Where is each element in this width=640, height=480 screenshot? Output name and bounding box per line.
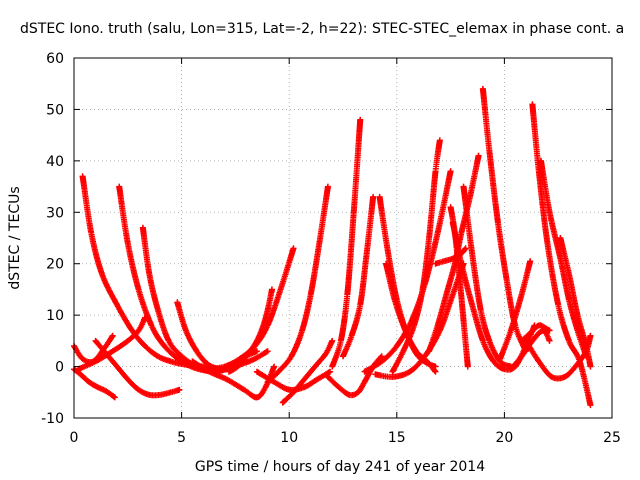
x-tick-label: 0	[70, 430, 79, 446]
data-point-marker	[109, 332, 116, 339]
series-arc-34	[557, 235, 594, 370]
data-point-marker	[253, 348, 260, 355]
data-point-marker	[370, 193, 377, 200]
data-markers	[71, 85, 594, 409]
data-point-marker	[290, 245, 297, 252]
data-point-marker	[268, 286, 275, 293]
series-arc-29	[497, 258, 534, 362]
x-tick-label: 25	[603, 430, 621, 446]
y-tick-label: -10	[41, 411, 64, 427]
data-point-marker	[464, 363, 471, 370]
series-arc-35	[507, 327, 553, 373]
data-point-marker	[436, 137, 443, 144]
data-point-marker	[142, 314, 149, 321]
data-point-marker	[378, 353, 385, 360]
x-tick-label: 5	[177, 430, 186, 446]
y-axis-label: dSTEC / TECUs	[7, 186, 23, 289]
series-arc-16	[329, 116, 364, 370]
series-arc-11	[206, 245, 297, 373]
y-tick-label: 40	[46, 154, 64, 170]
data-point-marker	[462, 245, 469, 252]
axis-ticks: 0 5 10 15 20 25 -10 0 10 20 30 40 50 60	[41, 51, 621, 446]
data-point-marker	[527, 258, 534, 265]
data-point-marker	[432, 368, 439, 375]
y-tick-label: 20	[46, 257, 64, 273]
data-point-marker	[447, 168, 454, 175]
series-arc-7	[75, 314, 149, 373]
series-arc-17	[340, 193, 377, 360]
data-point-marker	[264, 348, 271, 355]
series-arc-14	[253, 368, 334, 393]
y-tick-label: 50	[46, 102, 64, 118]
y-tick-label: 30	[46, 205, 64, 221]
data-point-marker	[475, 152, 482, 159]
x-tick-label: 20	[495, 430, 513, 446]
y-tick-label: 60	[46, 51, 64, 67]
data-point-marker	[176, 386, 183, 393]
series-arc-26	[460, 183, 514, 370]
series-arc-21	[389, 137, 443, 375]
series-arc-32	[537, 157, 590, 360]
data-point-marker	[587, 332, 594, 339]
chart-title: dSTEC Iono. truth (salu, Lon=315, Lat=-2…	[20, 21, 624, 37]
data-point-marker	[327, 368, 334, 375]
data-point-marker	[546, 327, 553, 334]
data-point-marker	[587, 402, 594, 409]
series-arc-1	[79, 173, 228, 373]
y-tick-label: 0	[55, 360, 64, 376]
data-point-marker	[587, 363, 594, 370]
y-tick-label: 10	[46, 308, 64, 324]
grid-lines	[74, 58, 612, 418]
data-point-marker	[324, 183, 331, 190]
data-point-marker	[111, 394, 118, 401]
x-axis-label: GPS time / hours of day 241 of year 2014	[195, 459, 485, 475]
series-arc-8	[92, 337, 183, 399]
series-arc-13	[264, 183, 331, 385]
x-tick-label: 15	[388, 430, 406, 446]
data-point-marker	[546, 337, 553, 344]
data-point-marker	[329, 337, 336, 344]
x-tick-label: 10	[280, 430, 298, 446]
plot-frame	[73, 57, 613, 419]
data-point-marker	[271, 363, 278, 370]
data-point-marker	[357, 116, 364, 123]
